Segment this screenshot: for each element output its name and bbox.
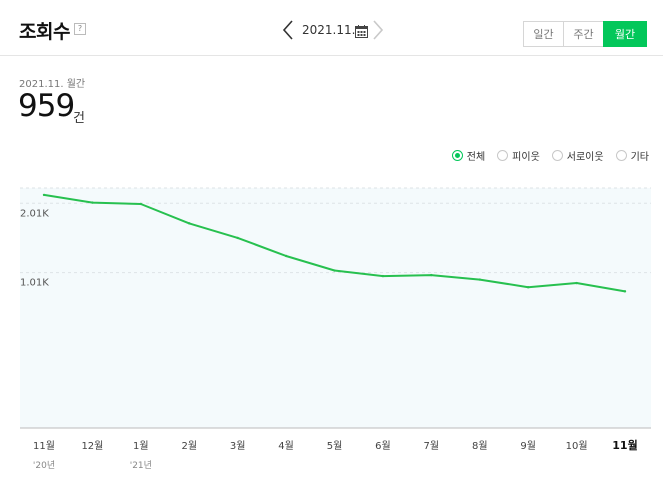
- radio-icon: [497, 150, 509, 161]
- total-views-unit: 건: [73, 111, 85, 126]
- tab-monthly[interactable]: 월간: [603, 21, 647, 47]
- current-date: 2021.11.: [302, 23, 356, 37]
- page-title: 조회수: [19, 21, 70, 43]
- data-point: [430, 273, 433, 277]
- radio-icon: [615, 150, 627, 161]
- data-point: [236, 236, 239, 240]
- x-tick-label: 8월: [472, 440, 488, 452]
- radio-icon: [551, 150, 563, 161]
- period-tabs: 일간 주간 월간: [523, 21, 647, 47]
- x-tick-label: 1월: [133, 440, 149, 452]
- data-point: [381, 274, 385, 278]
- x-year-label: '21년: [130, 460, 152, 471]
- tab-daily[interactable]: 일간: [523, 21, 564, 47]
- x-tick-label: 5월: [327, 440, 343, 452]
- x-tick-label: 11월: [33, 440, 55, 452]
- legend-label: 피이웃: [512, 152, 540, 163]
- x-tick-label: 11월: [612, 438, 637, 452]
- x-tick-label: 9월: [520, 440, 536, 452]
- chart-plot-area: [20, 188, 651, 428]
- data-point: [42, 193, 46, 197]
- data-point: [623, 290, 627, 293]
- y-tick-label: 1.01K: [20, 278, 49, 289]
- period-label: 2021.11. 월간: [19, 79, 86, 90]
- legend-item-other[interactable]: 기타: [615, 148, 649, 163]
- data-point: [188, 222, 191, 225]
- legend-item-neighbor[interactable]: 피이웃: [497, 148, 540, 163]
- legend-label: 서로이웃: [566, 152, 604, 163]
- radio-selected-icon: [451, 150, 463, 161]
- y-tick-label: 2.01K: [20, 208, 49, 219]
- legend-item-mutual-neighbor[interactable]: 서로이웃: [551, 148, 604, 163]
- x-tick-label: 4월: [278, 440, 294, 452]
- data-point: [139, 202, 143, 206]
- chevron-left-icon[interactable]: [282, 20, 294, 44]
- data-point: [478, 278, 481, 281]
- data-point: [333, 269, 336, 272]
- x-tick-label: 12월: [81, 440, 103, 452]
- legend: 전체 피이웃 서로이웃 기타: [440, 148, 649, 163]
- views-line-chart: 2.01K 1.01K 11월 '20년 12월 1월 '21년 2월 3월 4월 5월 6월 7월 8월…: [20, 187, 651, 471]
- total-views-value: 959: [18, 88, 75, 124]
- x-year-label: '20년: [33, 460, 55, 471]
- legend-label: 전체: [466, 152, 486, 163]
- x-tick-label: 6월: [375, 440, 391, 452]
- help-icon[interactable]: ?: [74, 23, 86, 35]
- x-tick-label: 10월: [566, 440, 588, 452]
- chevron-right-icon[interactable]: [372, 20, 384, 44]
- data-point: [284, 254, 288, 258]
- header: 조회수 ? 2021.11. 일간 주간 월간: [0, 0, 663, 56]
- legend-item-all[interactable]: 전체: [451, 148, 486, 163]
- data-point: [526, 285, 530, 289]
- tab-weekly[interactable]: 주간: [563, 21, 604, 47]
- data-point: [91, 201, 94, 204]
- data-point: [575, 281, 578, 285]
- calendar-icon[interactable]: [355, 23, 368, 42]
- x-tick-label: 7월: [424, 440, 440, 452]
- legend-label: 기타: [630, 152, 649, 163]
- x-tick-label: 3월: [230, 440, 246, 452]
- x-tick-label: 2월: [181, 440, 197, 452]
